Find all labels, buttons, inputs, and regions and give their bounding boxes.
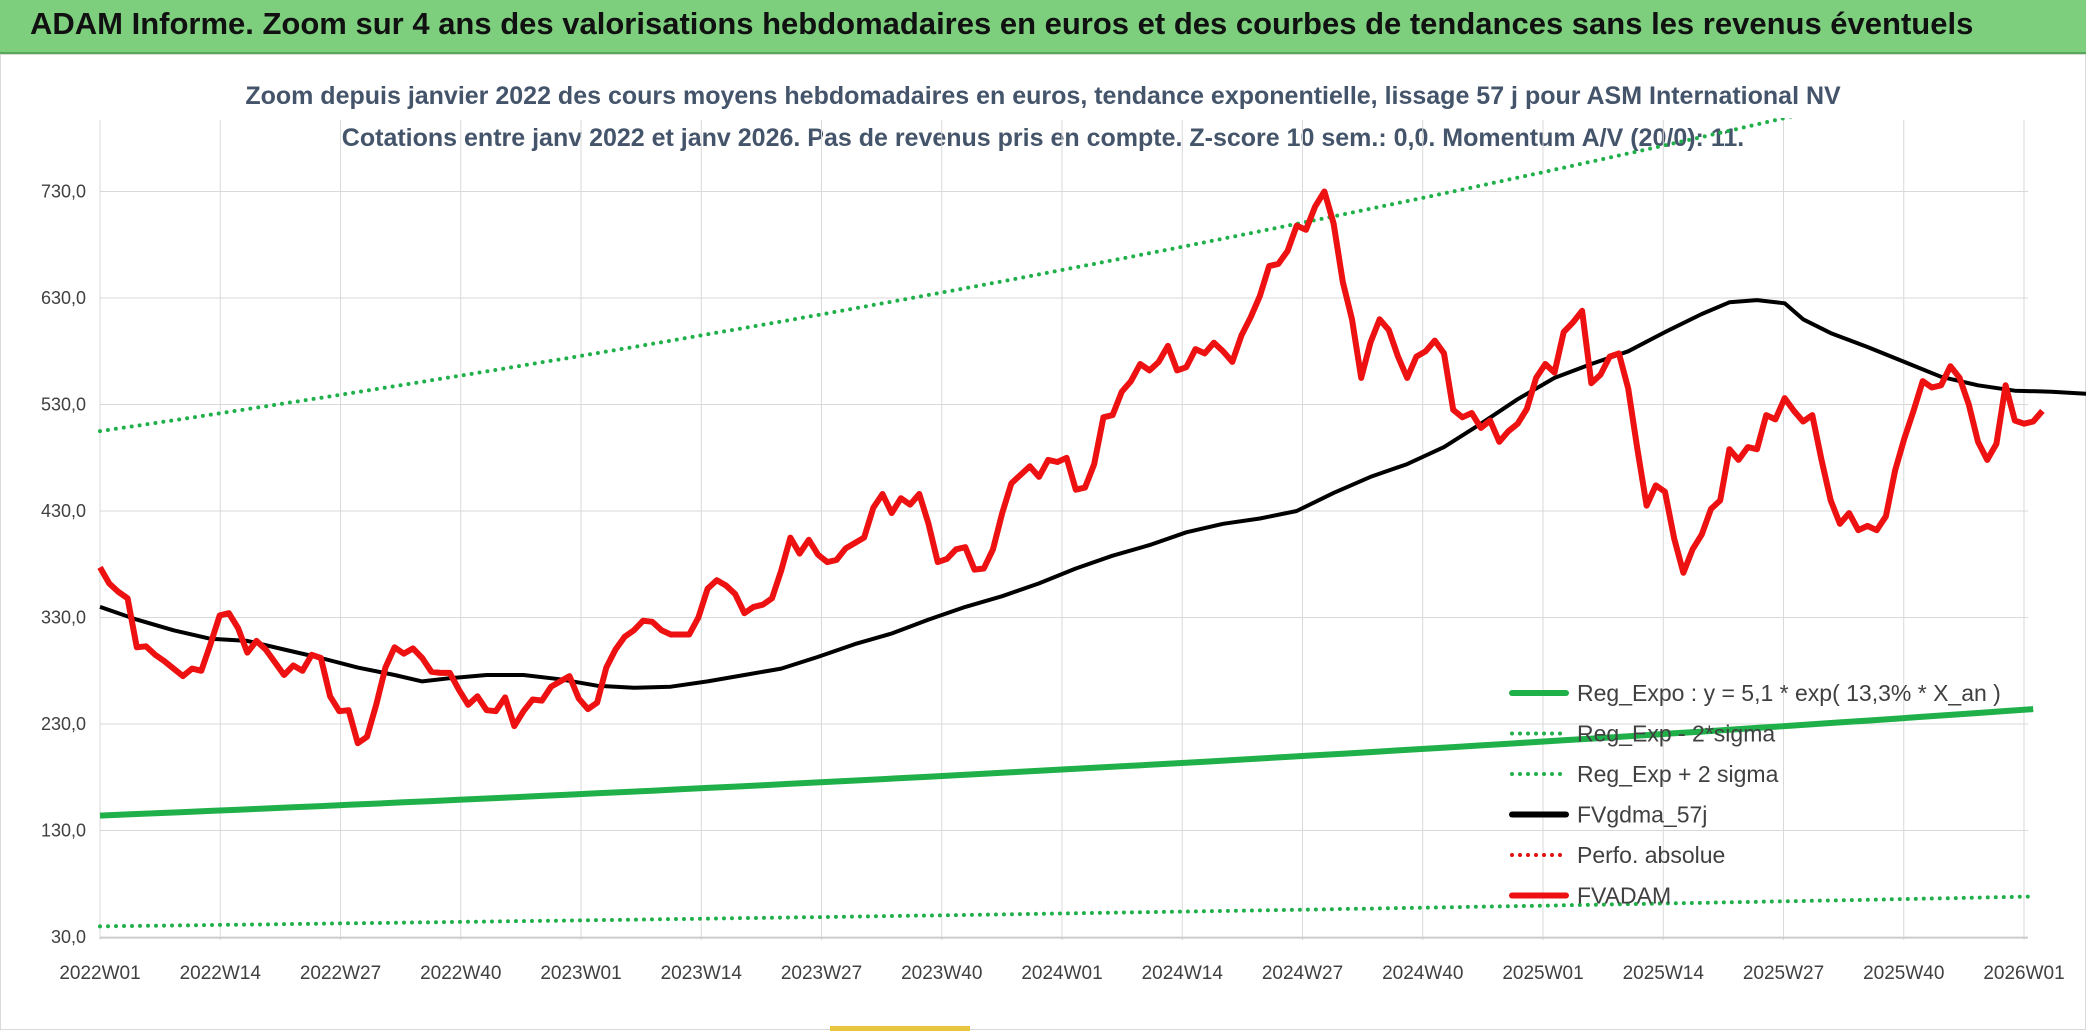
series-reg-expo [99,706,2034,819]
y-tick-label: 130,0 [41,821,86,841]
y-tick-label: 430,0 [41,501,86,521]
x-tick-label: 2024W01 [1021,963,1102,984]
y-tick-label: 530,0 [41,395,86,415]
series-layer [97,118,2086,929]
x-tick-label: 2022W14 [180,963,262,984]
x-tick-label: 2022W40 [420,963,501,984]
axis-labels: 30,0 130,0 230,0 330,0 430,0 530,0 630,0 730,0 2… [41,182,2065,985]
chart-subtitle: Cotations entre janv 2022 et janv 2026. … [341,124,1745,152]
grid [99,120,2028,940]
legend-label: FVADAM [1577,883,1671,909]
series-fvgdma-57j [99,298,2086,690]
report-title: ADAM Informe. Zoom sur 4 ans des valoris… [30,6,1974,41]
x-tick-label: 2022W27 [300,963,381,984]
x-tick-label: 2023W27 [781,963,862,984]
series-reg-exp-minus-2sigma [98,894,2036,929]
x-tick-label: 2025W01 [1502,963,1583,984]
legend-label: FVgdma_57j [1577,802,1707,828]
x-tick-label: 2022W01 [59,963,140,984]
legend-label: Reg_Exp - 2*sigma [1577,721,1775,747]
x-tick-label: 2025W40 [1863,963,1944,984]
series-reg-exp-plus-2sigma [98,118,1794,434]
legend-label: Perfo. absolue [1577,842,1725,868]
x-tick-label: 2024W14 [1142,963,1224,984]
chart-title: Zoom depuis janvier 2022 des cours moyen… [245,82,1841,110]
x-tick-label: 2023W40 [901,963,982,984]
accent-bar [830,1026,970,1031]
y-tick-label: 630,0 [41,288,86,308]
x-tick-label: 2026W01 [1983,963,2064,984]
x-tick-label: 2024W27 [1262,963,1343,984]
y-tick-label: 30,0 [51,927,86,947]
y-tick-label: 330,0 [41,608,86,628]
x-tick-label: 2024W40 [1382,963,1463,984]
report-banner: ADAM Informe. Zoom sur 4 ans des valoris… [0,0,2086,54]
legend-label: Reg_Expo : y = 5,1 * exp( 13,3% * X_an ) [1577,680,2001,706]
x-tick-label: 2023W14 [661,963,743,984]
legend: Reg_Expo : y = 5,1 * exp( 13,3% * X_an )… [1509,680,2001,909]
x-tick-label: 2025W14 [1623,963,1705,984]
series-fvadam [97,188,2045,747]
legend-label: Reg_Exp + 2 sigma [1577,761,1779,787]
y-tick-label: 230,0 [41,714,86,734]
x-tick-label: 2023W01 [540,963,621,984]
y-tick-label: 730,0 [41,182,86,202]
x-tick-label: 2025W27 [1743,963,1824,984]
